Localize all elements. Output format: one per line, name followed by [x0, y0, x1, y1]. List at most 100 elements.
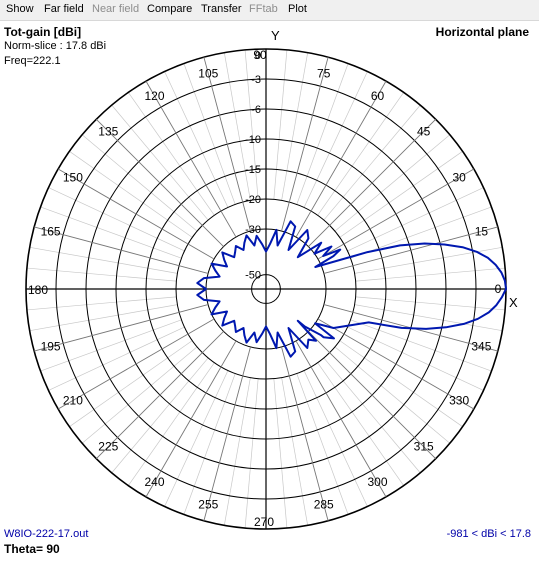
x-axis-label: X: [509, 295, 518, 310]
angle-tick-label: 285: [314, 497, 334, 511]
angle-tick-label: 30: [452, 171, 466, 185]
minor-spoke: [81, 134, 198, 232]
minor-spoke: [323, 104, 421, 221]
minor-spoke: [355, 267, 506, 282]
angle-tick-label: 255: [198, 497, 218, 511]
angle-tick-label: 15: [475, 224, 489, 238]
minor-spoke: [29, 304, 178, 332]
minor-spoke: [69, 151, 193, 238]
gain-pattern-trace: [196, 220, 507, 358]
major-spoke: [95, 118, 224, 247]
angle-tick-label: 45: [417, 124, 431, 138]
minor-spoke: [111, 357, 209, 474]
angle-tick-label: 315: [414, 440, 434, 454]
minor-spoke: [48, 326, 185, 391]
menu-fftab[interactable]: FFtab: [249, 3, 278, 15]
minor-spoke: [128, 92, 215, 216]
minor-spoke: [81, 346, 198, 444]
radial-tick-label: -20: [245, 194, 261, 206]
file-name-label: W8IO-222-17.out: [4, 528, 89, 540]
minor-spoke: [347, 326, 484, 391]
minor-spoke: [334, 134, 451, 232]
minor-spoke: [303, 71, 368, 208]
menu-show[interactable]: Show: [6, 3, 34, 15]
minor-spoke: [355, 296, 506, 311]
radial-tick-label: -30: [245, 224, 261, 236]
minor-spoke: [303, 370, 368, 507]
major-spoke: [317, 168, 475, 260]
major-spoke: [57, 318, 215, 410]
minor-spoke: [273, 49, 288, 200]
minor-spoke: [244, 49, 259, 200]
radial-tick-label: -15: [245, 164, 261, 176]
angle-tick-label: 300: [367, 475, 387, 489]
minor-spoke: [26, 267, 177, 282]
minor-spoke: [317, 362, 404, 486]
major-spoke: [145, 80, 237, 238]
angle-tick-label: 90: [253, 48, 267, 62]
minor-spoke: [281, 377, 309, 526]
major-spoke: [203, 346, 251, 521]
minor-spoke: [40, 206, 182, 259]
angle-tick-label: 180: [28, 283, 48, 297]
major-spoke: [323, 226, 498, 274]
minor-spoke: [339, 340, 463, 427]
menu-far-field[interactable]: Far field: [44, 3, 84, 15]
major-spoke: [308, 331, 437, 460]
menu-bar: Show Far field Near field Compare Transf…: [0, 0, 539, 21]
radial-tick-label: -6: [251, 104, 261, 116]
angle-tick-label: 165: [41, 224, 61, 238]
frequency-label: Freq=222.1: [4, 55, 61, 67]
minor-spoke: [244, 378, 259, 529]
menu-compare[interactable]: Compare: [147, 3, 193, 15]
major-spoke: [34, 304, 209, 352]
minor-spoke: [350, 206, 492, 259]
major-spoke: [145, 340, 237, 498]
major-spoke: [95, 331, 224, 460]
angle-tick-label: 135: [98, 124, 118, 138]
menu-transfer[interactable]: Transfer: [201, 3, 242, 15]
minor-spoke: [111, 104, 209, 221]
minor-spoke: [183, 373, 236, 515]
angle-tick-label: 195: [41, 340, 61, 354]
minor-spoke: [26, 296, 177, 311]
menu-near-field[interactable]: Near field: [92, 3, 140, 15]
angle-tick-label: 330: [449, 394, 469, 408]
polar-plot-panel: 0 15 30 45 60 75 90 105 120 135 150 165 180 195 210 225…: [0, 21, 539, 561]
angle-tick-label: 60: [371, 89, 385, 103]
minor-spoke: [29, 246, 178, 274]
theta-label: Theta= 90: [4, 542, 60, 556]
minor-spoke: [323, 357, 421, 474]
minor-spoke: [164, 71, 229, 208]
angle-tick-label: 240: [144, 475, 164, 489]
major-spoke: [34, 226, 209, 274]
minor-spoke: [48, 187, 185, 252]
minor-spoke: [223, 52, 251, 201]
minor-spoke: [354, 304, 503, 332]
minor-spoke: [164, 370, 229, 507]
minor-spoke: [354, 246, 503, 274]
angle-tick-label: 150: [63, 171, 83, 185]
major-spoke: [57, 168, 215, 260]
angle-tick-label: 210: [63, 394, 83, 408]
major-spoke: [317, 318, 475, 410]
minor-spoke: [350, 319, 492, 372]
polar-chart: 0 15 30 45 60 75 90 105 120 135 150 165 180 195 210 225…: [25, 48, 507, 530]
minor-spoke: [183, 63, 236, 205]
angle-tick-label: 0: [495, 282, 502, 296]
plot-title: Tot-gain [dBi]: [4, 25, 82, 39]
angle-tick-label: 75: [317, 67, 331, 81]
major-spoke: [281, 57, 329, 232]
angle-tick-label: 270: [254, 515, 274, 529]
radial-tick-label: -3: [251, 74, 261, 86]
angle-tick-label: 345: [471, 340, 491, 354]
major-spoke: [295, 340, 387, 498]
minor-spoke: [334, 346, 451, 444]
minor-spoke: [223, 377, 251, 526]
radial-tick-label: -50: [245, 270, 261, 282]
menu-plot[interactable]: Plot: [288, 3, 307, 15]
minor-spoke: [40, 319, 182, 372]
plane-label: Horizontal plane: [435, 25, 529, 39]
angle-tick-label: 120: [144, 89, 164, 103]
minor-spoke: [281, 52, 309, 201]
